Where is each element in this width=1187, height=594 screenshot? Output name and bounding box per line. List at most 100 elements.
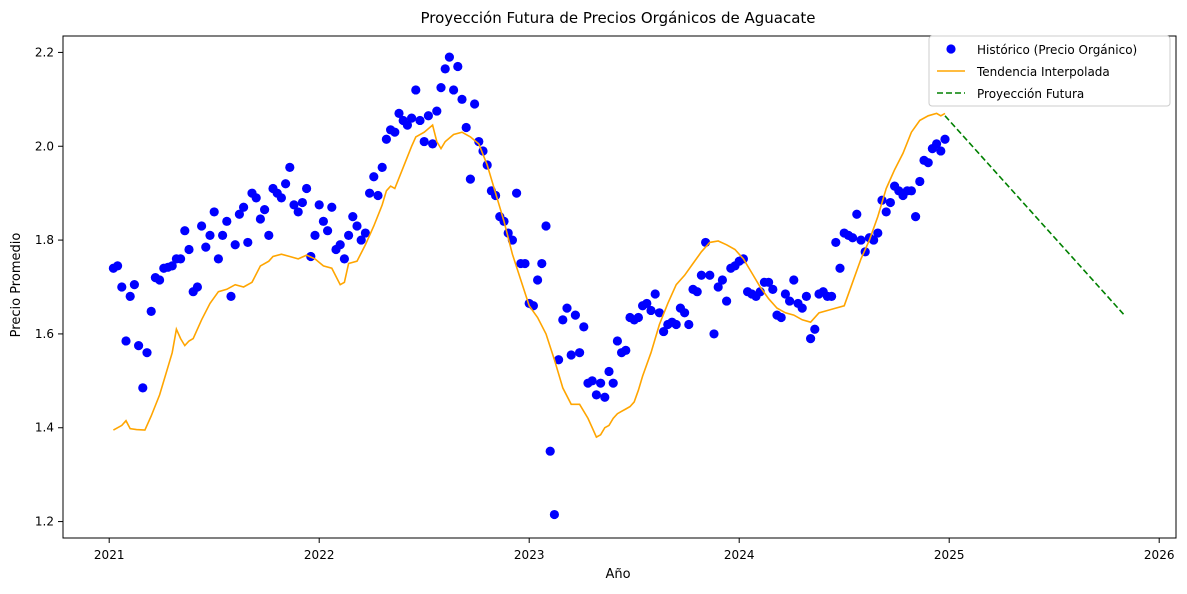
data-point	[654, 308, 665, 318]
data-point	[776, 312, 786, 323]
data-point	[356, 235, 366, 245]
y-tick-label: 1.8	[35, 233, 54, 247]
x-tick-label: 2021	[94, 548, 125, 562]
data-point	[835, 263, 845, 273]
data-point	[138, 383, 148, 393]
data-point	[932, 139, 942, 149]
chart-title: Proyección Futura de Precios Orgánicos d…	[420, 9, 815, 27]
data-point	[915, 176, 925, 187]
data-point	[436, 83, 446, 93]
data-point	[192, 282, 202, 292]
data-point	[121, 336, 131, 346]
data-point	[575, 348, 585, 358]
data-point	[764, 277, 774, 287]
data-point	[213, 254, 223, 264]
trend-line	[113, 112, 946, 439]
plot-marks	[108, 52, 1125, 520]
data-point	[302, 183, 312, 194]
data-point	[117, 282, 127, 292]
data-point	[768, 284, 778, 294]
data-point	[281, 179, 291, 189]
data-point	[209, 207, 219, 217]
data-point	[335, 240, 345, 250]
data-point	[155, 275, 165, 285]
data-point	[558, 315, 568, 325]
data-point	[255, 214, 265, 224]
data-point	[419, 136, 429, 147]
data-point	[713, 282, 723, 292]
data-point	[692, 287, 702, 297]
data-point	[554, 355, 564, 365]
data-point	[608, 378, 618, 388]
data-point	[146, 306, 156, 316]
data-point	[394, 108, 404, 119]
data-point	[570, 310, 581, 320]
data-point	[180, 226, 190, 236]
data-point	[591, 390, 602, 400]
data-point	[852, 209, 862, 219]
data-point	[402, 120, 412, 130]
y-tick-label: 2.0	[35, 139, 54, 153]
data-point	[411, 85, 421, 95]
data-point	[415, 115, 425, 126]
data-point	[201, 242, 211, 252]
data-point	[785, 296, 795, 306]
data-point	[923, 158, 933, 168]
data-point	[276, 193, 286, 203]
data-point	[646, 305, 656, 316]
data-point	[310, 230, 320, 240]
data-point	[457, 94, 467, 104]
legend-label: Histórico (Precio Orgánico)	[977, 43, 1137, 57]
data-point	[659, 326, 669, 337]
data-point	[470, 99, 480, 109]
data-point	[797, 303, 807, 313]
data-point	[381, 134, 391, 144]
data-point	[579, 322, 589, 332]
data-point	[587, 376, 597, 386]
data-point	[696, 270, 707, 280]
data-point	[562, 303, 572, 313]
data-point	[537, 258, 547, 269]
data-point	[612, 336, 623, 346]
data-point	[377, 162, 387, 172]
data-point	[234, 209, 244, 219]
x-tick-label: 2022	[304, 548, 335, 562]
y-tick-label: 1.6	[35, 327, 54, 341]
data-point	[184, 244, 194, 255]
data-point	[167, 261, 177, 271]
x-tick-label: 2025	[934, 548, 965, 562]
data-point	[801, 291, 812, 301]
legend-box	[928, 35, 1171, 107]
data-point	[113, 261, 123, 271]
data-point	[390, 127, 400, 137]
data-point	[428, 139, 438, 149]
data-point	[642, 298, 652, 309]
data-point	[129, 280, 139, 290]
data-point	[806, 334, 816, 344]
data-point	[621, 345, 631, 355]
data-point	[289, 200, 299, 210]
data-point	[369, 172, 379, 182]
y-tick-label: 1.4	[35, 421, 54, 435]
data-point	[671, 319, 681, 330]
data-point	[243, 237, 253, 248]
data-point	[293, 207, 303, 217]
data-point	[545, 446, 555, 456]
data-point	[230, 240, 240, 250]
data-point	[360, 228, 370, 238]
data-point	[940, 134, 950, 144]
data-point	[906, 186, 917, 196]
data-point	[339, 254, 349, 264]
data-point	[327, 202, 337, 212]
data-point	[453, 61, 463, 72]
data-point	[432, 106, 442, 116]
data-point	[789, 275, 799, 285]
data-point	[465, 174, 475, 184]
data-point	[226, 291, 236, 301]
legend: Histórico (Precio Orgánico) Tendencia Int…	[928, 35, 1171, 107]
data-point	[239, 202, 249, 212]
data-point	[709, 329, 719, 339]
data-point	[318, 216, 328, 226]
